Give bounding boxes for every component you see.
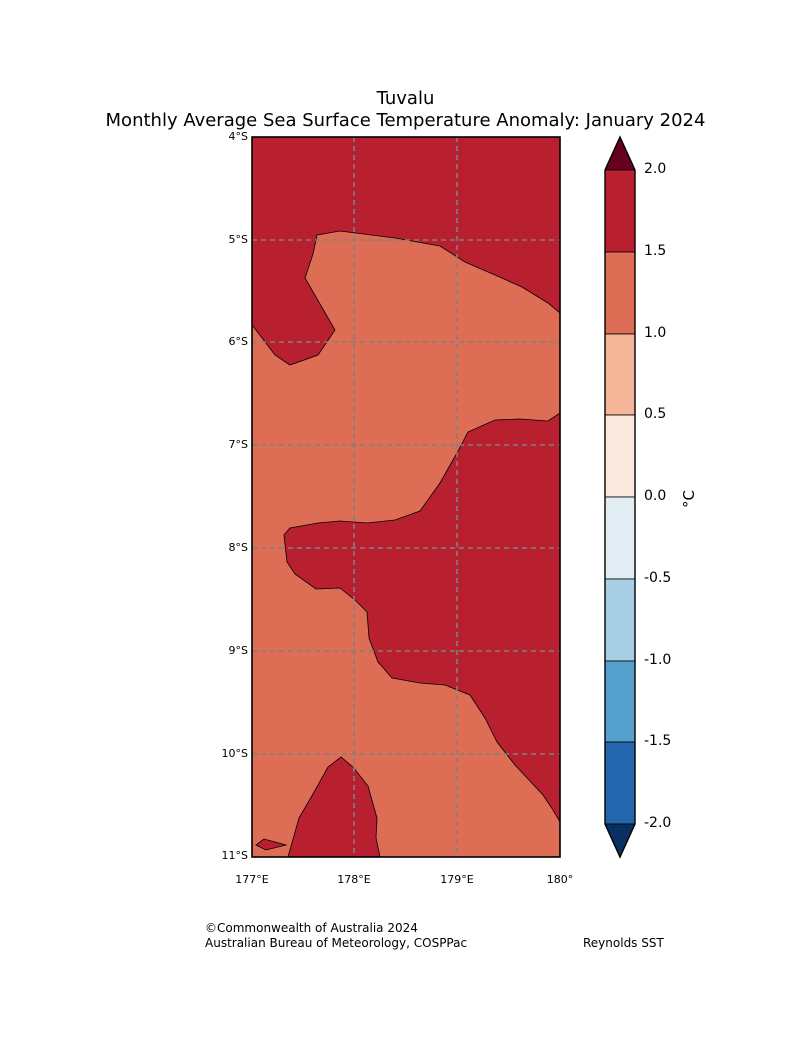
colorbar-unit-label: °C xyxy=(680,490,698,508)
colorbar-extend-max xyxy=(604,136,636,171)
colorbar-tick-label: 1.0 xyxy=(644,325,667,341)
colorbar xyxy=(604,135,636,859)
map-subtitle: Monthly Average Sea Surface Temperature … xyxy=(105,110,706,131)
lon-label: 177°E xyxy=(235,873,269,886)
colorbar-band-0.0-0.5 xyxy=(604,414,636,498)
lat-label: 10°S xyxy=(221,747,248,760)
colorbar-band-0.5-1.0 xyxy=(604,333,636,416)
lon-label: 180° xyxy=(546,873,574,886)
lat-label: 7°S xyxy=(228,438,248,451)
colorbar-tick-label: -1.5 xyxy=(644,733,672,749)
lon-label: 179°E xyxy=(440,873,474,886)
map-frame xyxy=(251,136,561,858)
anomaly-region-north xyxy=(251,136,561,366)
lat-label: 5°S xyxy=(228,233,248,246)
lat-label: 8°S xyxy=(228,541,248,554)
colorbar-band-neg0.5-0.0 xyxy=(604,496,636,580)
colorbar-tick-label: -0.5 xyxy=(644,570,672,586)
colorbar-outline xyxy=(604,135,636,859)
lat-label: 4°S xyxy=(228,130,248,143)
gridlines xyxy=(252,137,560,857)
lat-label: 9°S xyxy=(228,644,248,657)
data-source-text: Reynolds SST xyxy=(583,936,664,950)
copyright-text: ©Commonwealth of Australia 2024 xyxy=(205,921,418,935)
colorbar-tick-label: 0.0 xyxy=(644,488,667,504)
colorbar-band-1.0-1.5 xyxy=(604,251,636,335)
anomaly-region-patch xyxy=(255,838,288,851)
colorbar-tick-label: -1.0 xyxy=(644,652,672,668)
agency-text: Australian Bureau of Meteorology, COSPPa… xyxy=(205,936,468,950)
colorbar-band-neg1.5-neg1.0 xyxy=(604,660,636,743)
anomaly-region-central xyxy=(283,412,561,824)
colorbar-band-1.5-2.0 xyxy=(604,169,636,253)
colorbar-band-neg2.0-neg1.5 xyxy=(604,741,636,825)
colorbar-tick-label: 0.5 xyxy=(644,406,667,422)
colorbar-tick-label: 2.0 xyxy=(644,161,667,177)
colorbar-tick-label: 1.5 xyxy=(644,243,667,259)
colorbar-extend-min xyxy=(604,823,636,858)
colorbar-band-neg1.0-neg0.5 xyxy=(604,578,636,662)
lat-label: 6°S xyxy=(228,335,248,348)
colorbar-tick-label: -2.0 xyxy=(644,815,672,831)
lon-label: 178°E xyxy=(337,873,371,886)
lat-label: 11°S xyxy=(221,849,248,862)
map-title: Tuvalu xyxy=(376,88,435,109)
anomaly-region-south xyxy=(287,756,381,858)
